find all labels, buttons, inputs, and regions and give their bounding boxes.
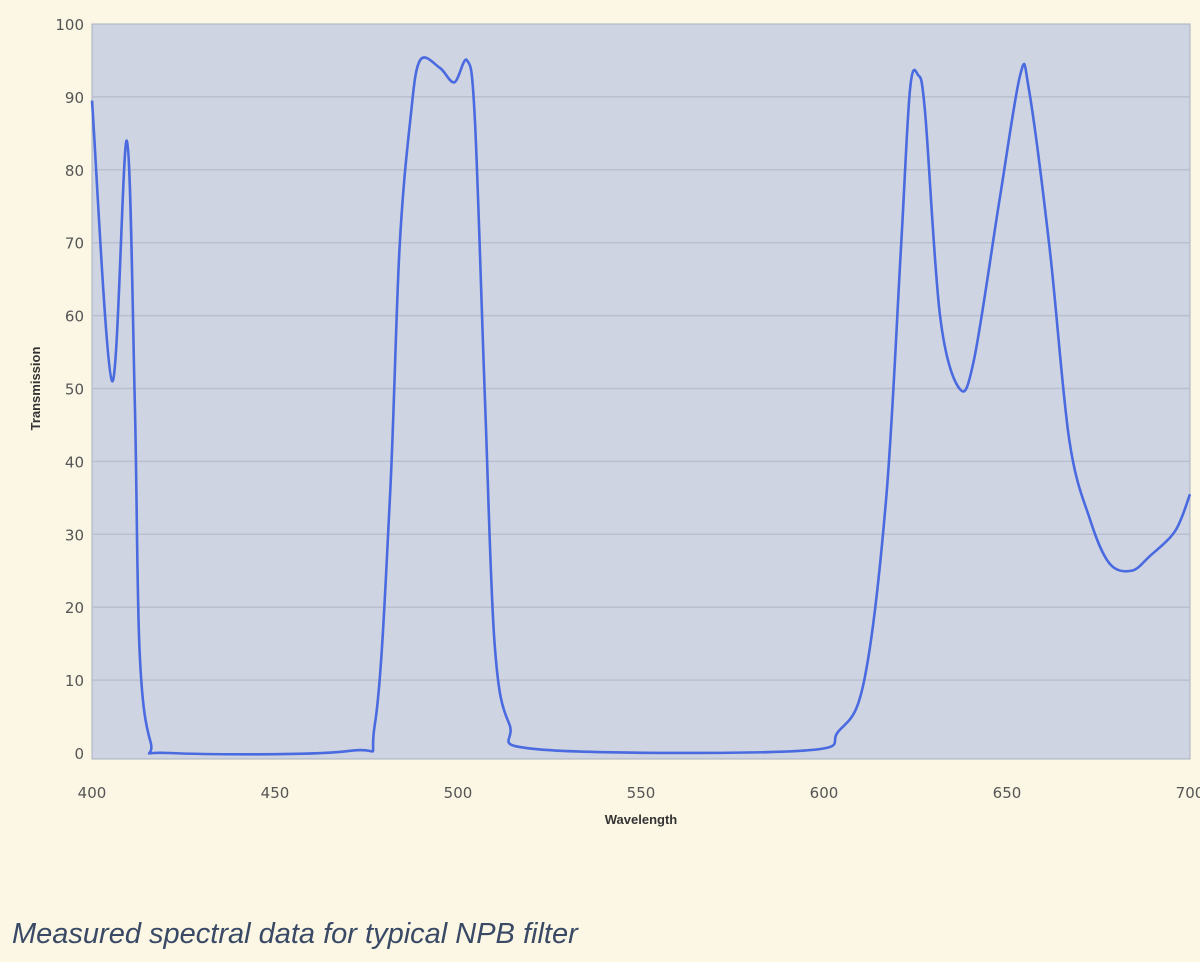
x-tick-label: 450 xyxy=(261,784,290,802)
x-tick-label: 400 xyxy=(78,784,107,802)
x-axis-label: Wavelength xyxy=(605,812,678,827)
y-tick-label: 40 xyxy=(65,453,84,471)
plot-area xyxy=(91,23,1191,760)
series-line xyxy=(90,56,1192,756)
y-tick-label: 70 xyxy=(65,235,84,253)
x-tick-label: 600 xyxy=(810,784,839,802)
x-tick-label: 700 xyxy=(1176,784,1200,802)
x-tick-label: 650 xyxy=(993,784,1022,802)
y-tick-label: 100 xyxy=(55,16,84,34)
y-tick-label: 20 xyxy=(65,599,84,617)
y-tick-label: 50 xyxy=(65,381,84,399)
y-tick-label: 0 xyxy=(74,745,84,763)
x-tick-label: 550 xyxy=(627,784,656,802)
y-tick-label: 60 xyxy=(65,308,84,326)
y-tick-label: 10 xyxy=(65,672,84,690)
y-tick-label: 30 xyxy=(65,526,84,544)
y-tick-label: 90 xyxy=(65,89,84,107)
y-tick-label: 80 xyxy=(65,162,84,180)
chart-caption: Measured spectral data for typical NPB f… xyxy=(12,918,578,950)
y-axis-label: Transmission xyxy=(28,347,43,431)
x-tick-label: 500 xyxy=(444,784,473,802)
